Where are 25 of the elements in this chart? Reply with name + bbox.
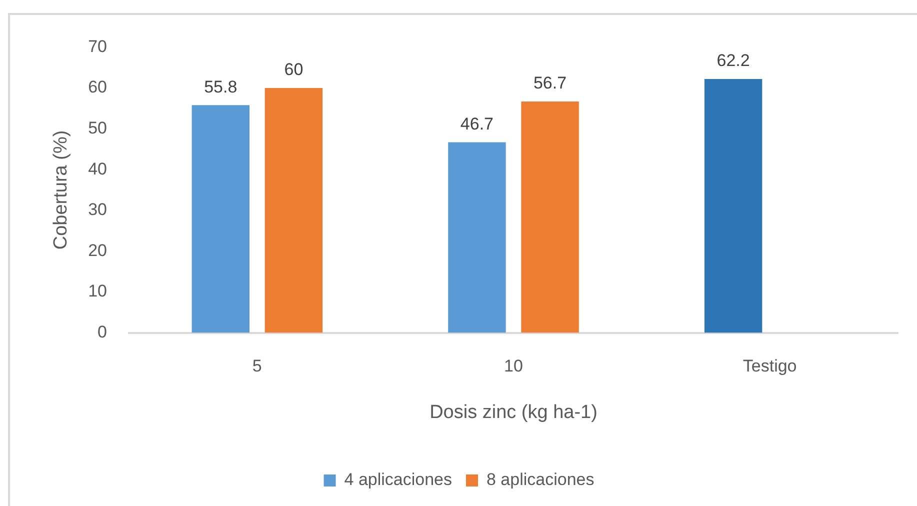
y-tick-label: 50	[88, 118, 107, 138]
data-label: 46.7	[460, 114, 494, 134]
y-tick-label: 20	[88, 240, 107, 260]
y-tick-label: 0	[98, 322, 107, 342]
x-tick-label: 10	[504, 356, 523, 376]
x-tick-label: 5	[252, 356, 262, 376]
data-label: 60	[284, 60, 304, 80]
y-tick-label: 70	[88, 36, 107, 56]
y-axis-title: Cobertura (%)	[50, 130, 72, 250]
bar	[704, 79, 762, 333]
y-tick-label: 30	[88, 200, 107, 220]
bar	[192, 105, 250, 333]
data-label: 62.2	[716, 51, 750, 70]
bar	[264, 88, 323, 333]
y-tick-label: 40	[88, 159, 107, 178]
legend-label: 4 aplicaciones	[344, 470, 452, 490]
y-tick-label: 60	[88, 78, 107, 97]
bar	[448, 142, 506, 333]
data-label: 55.8	[204, 77, 238, 96]
y-tick-label: 10	[88, 282, 107, 301]
legend-label: 8 aplicaciones	[486, 470, 594, 490]
bar	[521, 101, 579, 333]
x-tick-label: Testigo	[742, 356, 797, 376]
data-label: 56.7	[533, 74, 567, 93]
x-axis-title: Dosis zinc (kg ha-1)	[430, 402, 598, 423]
